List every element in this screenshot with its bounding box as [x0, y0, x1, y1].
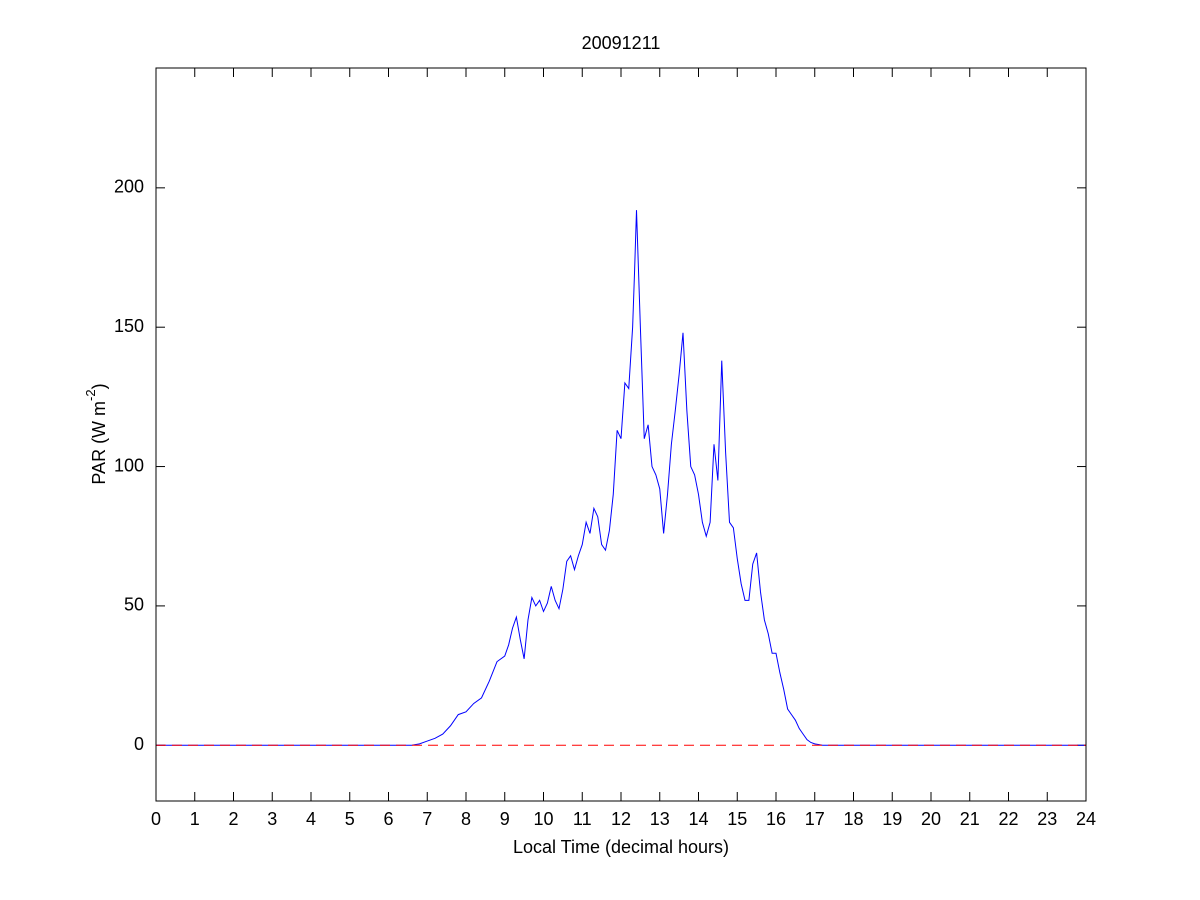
y-tick-label: 50 — [124, 595, 144, 615]
x-tick-label: 15 — [727, 809, 747, 829]
x-tick-label: 17 — [805, 809, 825, 829]
chart-title: 20091211 — [582, 33, 661, 53]
x-tick-label: 24 — [1076, 809, 1096, 829]
y-label-sup: -2 — [83, 389, 98, 401]
x-tick-label: 9 — [500, 809, 510, 829]
x-tick-label: 3 — [267, 809, 277, 829]
x-tick-label: 23 — [1037, 809, 1057, 829]
x-tick-label: 2 — [228, 809, 238, 829]
x-tick-label: 6 — [383, 809, 393, 829]
data-line — [156, 210, 1086, 746]
x-axis-label: Local Time (decimal hours) — [513, 837, 729, 857]
x-tick-label: 21 — [960, 809, 980, 829]
plot-frame — [155, 67, 1087, 802]
x-tick-label: 8 — [461, 809, 471, 829]
x-tick-label: 4 — [306, 809, 316, 829]
x-tick-label: 13 — [650, 809, 670, 829]
y-axis-label: PAR (W m-2) — [83, 383, 108, 484]
y-label-close: ) — [89, 383, 109, 389]
y-tick-label: 150 — [114, 316, 144, 336]
x-tick-label: 1 — [190, 809, 200, 829]
y-label-main: PAR (W m — [89, 401, 109, 485]
x-tick-label: 20 — [921, 809, 941, 829]
x-tick-label: 18 — [843, 809, 863, 829]
y-tick-label: 100 — [114, 455, 144, 475]
x-tick-label: 22 — [998, 809, 1018, 829]
x-tick-label: 0 — [151, 809, 161, 829]
y-tick-label: 0 — [134, 734, 144, 754]
x-tick-label: 19 — [882, 809, 902, 829]
x-tick-label: 12 — [611, 809, 631, 829]
x-tick-label: 16 — [766, 809, 786, 829]
x-tick-label: 11 — [573, 809, 592, 829]
y-tick-label: 200 — [114, 177, 144, 197]
x-tick-label: 5 — [345, 809, 355, 829]
x-tick-label: 14 — [688, 809, 708, 829]
x-tick-label: 7 — [422, 809, 432, 829]
x-tick-label: 10 — [533, 809, 553, 829]
